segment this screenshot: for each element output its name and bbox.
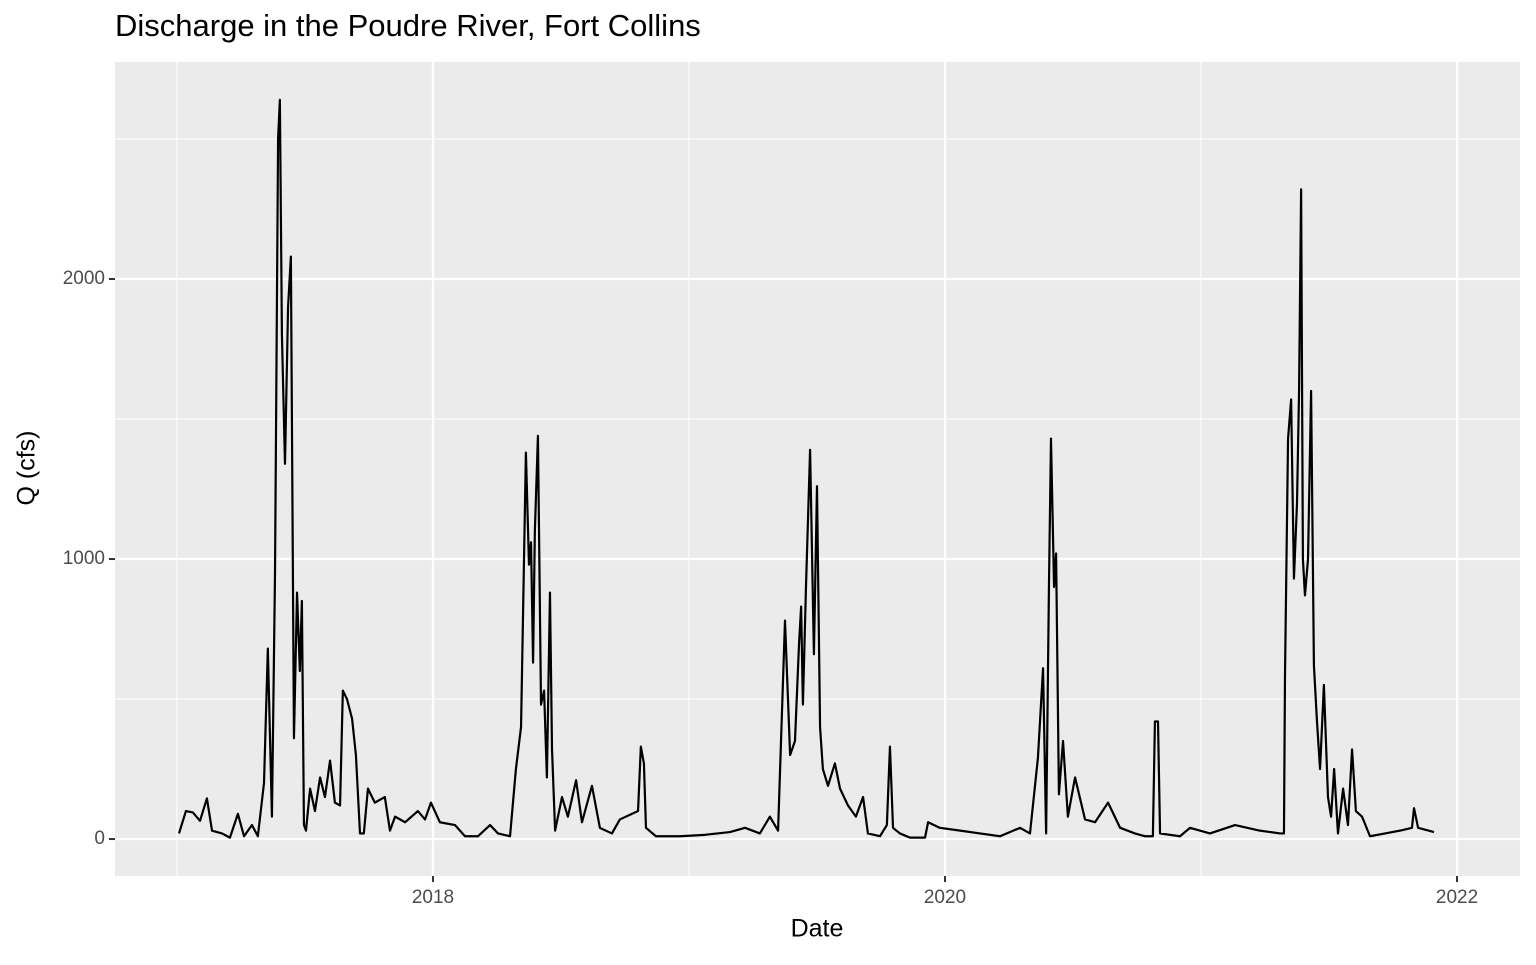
- x-tick-label: 2018: [412, 887, 454, 908]
- x-axis-label: Date: [791, 915, 844, 943]
- y-tick-label: 0: [94, 828, 105, 849]
- plot-panel: [115, 62, 1520, 876]
- y-axis-label: Q (cfs): [13, 431, 41, 506]
- x-tick-label: 2020: [924, 887, 966, 908]
- y-tick-label: 1000: [63, 548, 105, 569]
- data-line: [177, 98, 1435, 839]
- y-tick-label: 2000: [63, 268, 105, 289]
- chart-title: Discharge in the Poudre River, Fort Coll…: [115, 8, 701, 43]
- x-tick-label: 2022: [1436, 887, 1478, 908]
